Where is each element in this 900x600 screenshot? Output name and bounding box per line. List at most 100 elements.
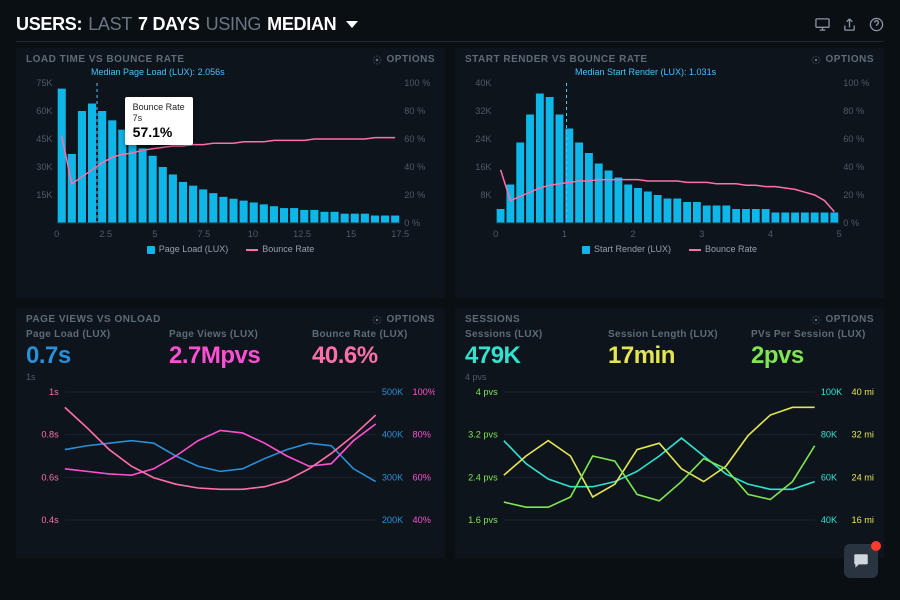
panel-title: SESSIONS bbox=[465, 314, 520, 325]
svg-text:24K: 24K bbox=[475, 134, 491, 144]
stat-sub: 1s bbox=[26, 372, 149, 382]
multiline-chart-4: 4 pvs3.2 pvs2.4 pvs1.6 pvs100K40 min80K3… bbox=[465, 386, 874, 526]
svg-text:0.6s: 0.6s bbox=[41, 472, 59, 482]
svg-text:0: 0 bbox=[54, 229, 59, 239]
combo-chart-2: 40K32K24K16K8K100 %80 %60 %40 %20 %0 %01… bbox=[465, 71, 874, 241]
gear-icon bbox=[811, 55, 821, 65]
svg-text:200K: 200K bbox=[382, 515, 403, 525]
stat-value: 17min bbox=[608, 342, 731, 370]
chart-tooltip: Bounce Rate 7s 57.1% bbox=[125, 97, 193, 145]
svg-text:80K: 80K bbox=[821, 430, 837, 440]
svg-text:1.6 pvs: 1.6 pvs bbox=[468, 515, 498, 525]
tooltip-sub: 7s bbox=[133, 113, 185, 124]
svg-text:32K: 32K bbox=[475, 106, 491, 116]
stat-label: PVs Per Session (LUX) bbox=[751, 329, 874, 340]
stat-block: PVs Per Session (LUX) 2pvs bbox=[751, 329, 874, 382]
stat-label: Session Length (LUX) bbox=[608, 329, 731, 340]
share-icon[interactable] bbox=[842, 17, 857, 32]
options-label: OPTIONS bbox=[386, 314, 435, 325]
options-label: OPTIONS bbox=[825, 54, 874, 65]
chat-icon bbox=[852, 552, 870, 570]
tooltip-value: 57.1% bbox=[133, 124, 185, 141]
svg-text:2: 2 bbox=[631, 229, 636, 239]
svg-text:60K: 60K bbox=[821, 472, 837, 482]
svg-text:3: 3 bbox=[699, 229, 704, 239]
help-icon[interactable] bbox=[869, 17, 884, 32]
options-button[interactable]: OPTIONS bbox=[372, 54, 435, 65]
stat-block: Session Length (LUX) 17min bbox=[608, 329, 731, 382]
stat-block: Page Views (LUX)2.7Mpvs bbox=[169, 329, 292, 382]
stat-value: 40.6% bbox=[312, 342, 435, 370]
top-icons bbox=[815, 17, 884, 32]
svg-text:60 %: 60 % bbox=[404, 134, 425, 144]
stat-block: Sessions (LUX)479K4 pvs bbox=[465, 329, 588, 382]
svg-text:30K: 30K bbox=[36, 162, 52, 172]
svg-text:0 %: 0 % bbox=[404, 218, 420, 228]
panel-title: LOAD TIME VS BOUNCE RATE bbox=[26, 54, 184, 65]
panel-title: START RENDER VS BOUNCE RATE bbox=[465, 54, 648, 65]
legend-bar: Start Render (LUX) bbox=[582, 244, 671, 254]
svg-text:4 pvs: 4 pvs bbox=[476, 387, 498, 397]
svg-text:45K: 45K bbox=[36, 134, 52, 144]
page-title-selector[interactable]: USERS: LAST 7 DAYS USING MEDIAN bbox=[16, 14, 358, 35]
svg-text:15K: 15K bbox=[36, 190, 52, 200]
title-range-light: LAST bbox=[88, 14, 132, 35]
stat-label: Bounce Rate (LUX) bbox=[312, 329, 435, 340]
panel-start-render: START RENDER VS BOUNCE RATE OPTIONS Medi… bbox=[455, 48, 884, 298]
multiline-chart-3: 1s0.8s0.6s0.4s500K100%400K80%300K60%200K… bbox=[26, 386, 435, 526]
topbar: USERS: LAST 7 DAYS USING MEDIAN bbox=[16, 14, 884, 42]
stat-value: 0.7s bbox=[26, 342, 149, 370]
svg-text:400K: 400K bbox=[382, 430, 403, 440]
stat-value: 479K bbox=[465, 342, 588, 370]
legend-line: Bounce Rate bbox=[689, 244, 757, 254]
legend-line-swatch bbox=[689, 249, 701, 251]
title-metric: MEDIAN bbox=[267, 14, 336, 35]
svg-text:40K: 40K bbox=[475, 78, 491, 88]
svg-text:12.5: 12.5 bbox=[293, 229, 311, 239]
dashboard-root: USERS: LAST 7 DAYS USING MEDIAN LOAD TIM… bbox=[0, 0, 900, 572]
options-label: OPTIONS bbox=[386, 54, 435, 65]
svg-text:24 min: 24 min bbox=[852, 472, 874, 482]
svg-text:0.8s: 0.8s bbox=[41, 430, 59, 440]
panel-title: PAGE VIEWS VS ONLOAD bbox=[26, 314, 161, 325]
panel-grid: LOAD TIME VS BOUNCE RATE OPTIONS Median … bbox=[16, 48, 884, 558]
svg-text:1s: 1s bbox=[49, 387, 59, 397]
legend-line: Bounce Rate bbox=[246, 244, 314, 254]
svg-text:100 %: 100 % bbox=[404, 78, 430, 88]
svg-text:40 %: 40 % bbox=[404, 162, 425, 172]
svg-text:60 %: 60 % bbox=[843, 134, 864, 144]
stat-block: Page Load (LUX)0.7s1s bbox=[26, 329, 149, 382]
legend-bar-swatch bbox=[147, 246, 155, 254]
panel-page-views: PAGE VIEWS VS ONLOAD OPTIONS Page Load (… bbox=[16, 308, 445, 558]
options-button[interactable]: OPTIONS bbox=[811, 54, 874, 65]
svg-text:20 %: 20 % bbox=[404, 190, 425, 200]
svg-text:20 %: 20 % bbox=[843, 190, 864, 200]
svg-text:32 min: 32 min bbox=[852, 430, 874, 440]
stat-label: Sessions (LUX) bbox=[465, 329, 588, 340]
panel-sessions: SESSIONS OPTIONS Sessions (LUX) 479K 4 pvs… bbox=[455, 308, 884, 558]
options-button[interactable]: OPTIONS bbox=[811, 314, 874, 325]
stat-value: 2pvs bbox=[751, 342, 874, 370]
svg-text:100%: 100% bbox=[413, 387, 435, 397]
gear-icon bbox=[811, 315, 821, 325]
svg-text:5: 5 bbox=[152, 229, 157, 239]
svg-text:80 %: 80 % bbox=[843, 106, 864, 116]
svg-text:15: 15 bbox=[346, 229, 356, 239]
svg-text:0.4s: 0.4s bbox=[41, 515, 59, 525]
chart-legend: Page Load (LUX) Bounce Rate bbox=[26, 241, 435, 260]
title-range-bold: 7 DAYS bbox=[138, 14, 200, 35]
svg-text:40 min: 40 min bbox=[852, 387, 874, 397]
title-prefix: USERS: bbox=[16, 14, 82, 35]
chevron-down-icon bbox=[346, 21, 358, 28]
svg-text:75K: 75K bbox=[36, 78, 52, 88]
svg-text:5: 5 bbox=[837, 229, 842, 239]
svg-text:100 %: 100 % bbox=[843, 78, 869, 88]
options-button[interactable]: OPTIONS bbox=[372, 314, 435, 325]
svg-text:80%: 80% bbox=[413, 430, 431, 440]
svg-text:2.5: 2.5 bbox=[99, 229, 112, 239]
chat-widget-button[interactable] bbox=[844, 544, 878, 578]
chart-legend: Start Render (LUX) Bounce Rate bbox=[465, 241, 874, 260]
svg-text:0: 0 bbox=[493, 229, 498, 239]
svg-text:2.4 pvs: 2.4 pvs bbox=[468, 472, 498, 482]
monitor-icon[interactable] bbox=[815, 17, 830, 32]
